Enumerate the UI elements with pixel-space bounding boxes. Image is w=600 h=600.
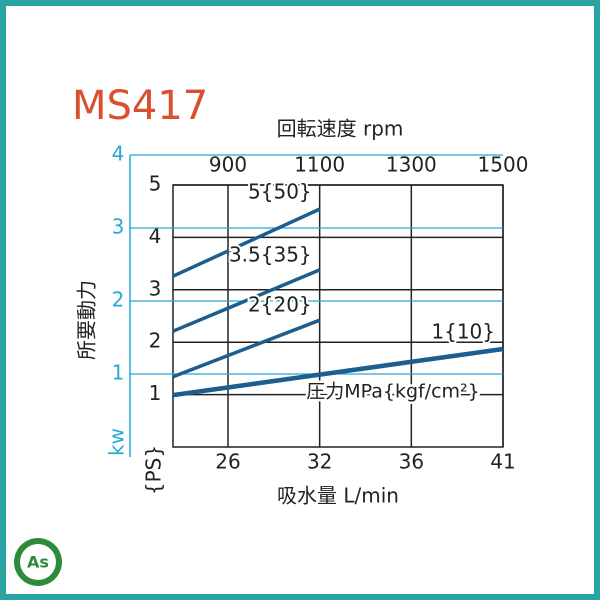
series-line bbox=[172, 346, 504, 398]
series-label: 3.5{35} bbox=[229, 242, 312, 266]
x-tick-label: 1300 bbox=[386, 153, 437, 177]
series-line bbox=[172, 207, 321, 278]
x-tick-label: 1100 bbox=[294, 153, 345, 177]
annotation: 圧力MPa{kgf/cm²} bbox=[306, 381, 480, 403]
y-tick-label: 1 bbox=[149, 381, 162, 405]
y-axis-label: 所要動力 bbox=[75, 280, 99, 360]
x-axis-label: 回転速度 rpm bbox=[277, 117, 404, 141]
series-line bbox=[172, 268, 321, 333]
x2-tick-label: 32 bbox=[307, 450, 332, 474]
y2-tick-label: 1 bbox=[112, 361, 125, 385]
chart-title: MS417 bbox=[72, 83, 208, 129]
x2-tick-label: 36 bbox=[399, 450, 424, 474]
y-tick-label: 4 bbox=[149, 224, 162, 248]
y-tick-label: 3 bbox=[149, 276, 162, 300]
series-label: 5{50} bbox=[248, 180, 312, 204]
y-tick-label: 5 bbox=[149, 172, 162, 196]
x2-axis-label: 吸水量 L/min bbox=[277, 484, 399, 508]
y-tick-label: 2 bbox=[149, 329, 162, 353]
y2-tick-label: 2 bbox=[112, 288, 125, 312]
logo-inner bbox=[20, 544, 56, 580]
logo: As bbox=[27, 553, 49, 572]
series-label: 2{20} bbox=[248, 293, 312, 317]
series-line bbox=[172, 318, 321, 379]
y2-tick-label: 3 bbox=[112, 215, 125, 239]
x-tick-label: 1500 bbox=[478, 153, 529, 177]
y-unit: {PS} bbox=[142, 445, 166, 495]
x-tick-label: 900 bbox=[209, 153, 247, 177]
x2-tick-label: 26 bbox=[215, 450, 240, 474]
x2-tick-label: 41 bbox=[490, 450, 515, 474]
y2-unit: kw bbox=[105, 428, 129, 456]
series-label: 1{10} bbox=[431, 320, 495, 344]
y2-tick-label: 4 bbox=[112, 142, 125, 166]
